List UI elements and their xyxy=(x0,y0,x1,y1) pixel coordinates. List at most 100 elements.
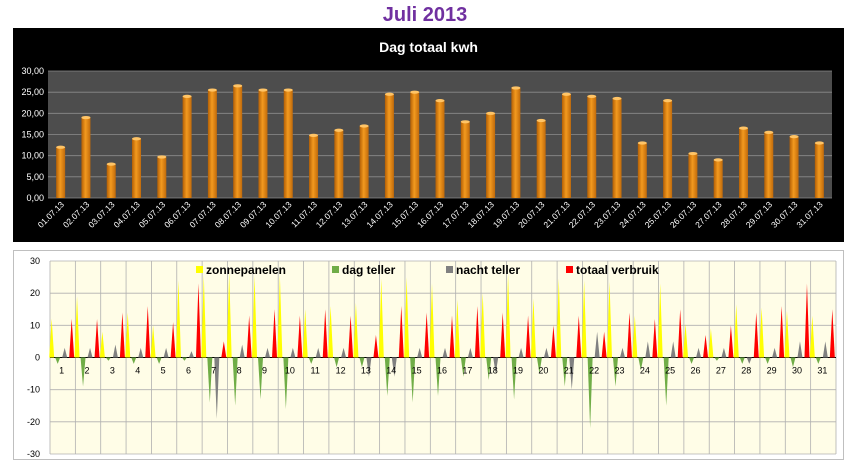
spike xyxy=(232,357,238,406)
bar xyxy=(486,113,496,198)
bar-cap xyxy=(258,88,268,92)
spike xyxy=(435,357,441,397)
y-tick-label: 5,00 xyxy=(26,172,44,182)
spike xyxy=(765,357,771,364)
spike xyxy=(619,347,625,358)
spike xyxy=(119,312,125,358)
x-tick-label: 05.07.13 xyxy=(137,199,168,230)
spike xyxy=(404,277,410,358)
spike xyxy=(181,357,187,361)
spike xyxy=(657,283,663,358)
spike xyxy=(315,347,321,358)
daily-total-chart-svg: Dag totaal kwh 0,00 5,00 10,00 15,00 20,00 25,… xyxy=(21,39,832,230)
spike xyxy=(328,306,334,358)
x-tick-label: 18.07.13 xyxy=(466,199,497,230)
spike xyxy=(49,318,55,358)
spike xyxy=(138,347,144,358)
spike xyxy=(606,281,612,358)
spike xyxy=(829,309,835,358)
spike xyxy=(308,357,314,364)
spike xyxy=(652,318,658,358)
spike xyxy=(733,304,739,358)
bar xyxy=(637,142,647,198)
x-tick-label: 9 xyxy=(262,366,267,376)
spike xyxy=(753,312,759,358)
spike xyxy=(772,347,778,358)
spike xyxy=(302,309,308,358)
bar xyxy=(713,159,723,198)
spike xyxy=(663,357,669,406)
x-tick-label: 21.07.13 xyxy=(541,199,572,230)
x-tick-label: 27.07.13 xyxy=(693,199,724,230)
x-tick-label: 15 xyxy=(412,366,422,376)
x-tick-label: 6 xyxy=(186,366,191,376)
spike xyxy=(429,283,435,358)
x-tick-label: 02.07.13 xyxy=(61,199,92,230)
bar-cap xyxy=(460,120,470,124)
bar-cap xyxy=(309,133,319,137)
bar xyxy=(384,94,394,198)
spike xyxy=(74,296,80,358)
spike xyxy=(670,341,676,358)
spike xyxy=(99,331,105,358)
bar xyxy=(207,90,217,198)
x-tick-label: 28.07.13 xyxy=(718,199,749,230)
bar xyxy=(764,132,774,198)
spike xyxy=(493,357,499,374)
spike xyxy=(449,315,455,358)
x-tick-label: 7 xyxy=(211,366,216,376)
bar-cap xyxy=(359,124,369,128)
bar xyxy=(663,100,673,198)
spike xyxy=(417,347,423,358)
x-tick-label: 23.07.13 xyxy=(592,199,623,230)
spike xyxy=(683,323,689,358)
x-tick-label: 25.07.13 xyxy=(643,199,674,230)
x-tick-label: 12 xyxy=(336,366,346,376)
x-tick-label: 26.07.13 xyxy=(668,199,699,230)
y-tick-label: 10,00 xyxy=(21,151,44,161)
spike xyxy=(804,283,810,358)
bar xyxy=(157,156,167,198)
spike xyxy=(536,357,542,374)
x-tick-label: 4 xyxy=(135,366,140,376)
x-tick-label: 14.07.13 xyxy=(364,199,395,230)
spike xyxy=(131,357,137,364)
spike xyxy=(581,280,587,358)
spike xyxy=(500,312,506,358)
spike xyxy=(359,357,365,368)
spike xyxy=(105,357,111,361)
x-tick-label: 1 xyxy=(59,366,64,376)
legend-swatch xyxy=(332,266,339,273)
x-tick-label: 07.07.13 xyxy=(187,199,218,230)
spike xyxy=(728,325,734,358)
bar xyxy=(106,164,116,198)
x-tick-label: 30.07.13 xyxy=(769,199,800,230)
x-tick-label: 17 xyxy=(462,366,472,376)
bar xyxy=(309,135,319,198)
spike xyxy=(391,357,397,377)
bar-cap xyxy=(283,88,293,92)
x-tick-label: 23 xyxy=(614,366,624,376)
x-tick-label: 15.07.13 xyxy=(390,199,421,230)
x-tick-label: 31.07.13 xyxy=(794,199,825,230)
bar xyxy=(612,98,622,198)
x-tick-label: 20.07.13 xyxy=(516,199,547,230)
bar xyxy=(814,142,824,198)
spike xyxy=(505,273,511,358)
spike xyxy=(214,357,220,419)
spike xyxy=(334,357,340,368)
x-tick-label: 10.07.13 xyxy=(263,199,294,230)
bar xyxy=(460,121,470,198)
spike xyxy=(612,357,618,387)
x-tick-label: 28 xyxy=(741,366,751,376)
y-tick-label: 25,00 xyxy=(21,87,44,97)
spike xyxy=(708,328,714,358)
spike xyxy=(195,283,201,358)
legend-swatch xyxy=(566,266,573,273)
y-tick-label: -20 xyxy=(27,417,40,427)
bar-cap xyxy=(233,84,243,88)
x-tick-label: 29.07.13 xyxy=(744,199,775,230)
y-tick-label: 30,00 xyxy=(21,66,44,76)
spike xyxy=(815,357,821,364)
